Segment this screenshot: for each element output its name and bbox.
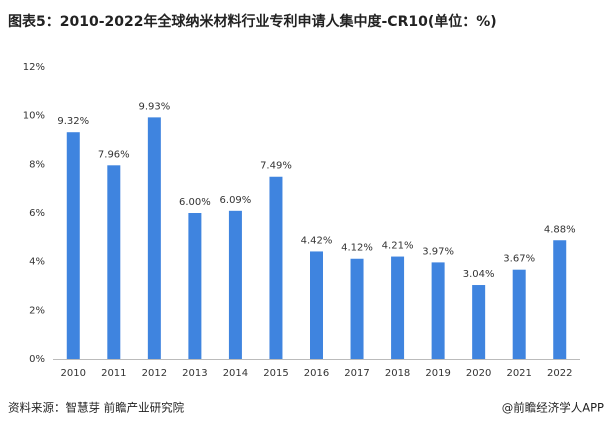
- bar: [107, 165, 121, 359]
- x-tick-label: 2013: [182, 368, 207, 379]
- value-label: 9.93%: [138, 101, 170, 112]
- value-label: 4.21%: [382, 241, 414, 252]
- value-label: 3.67%: [503, 254, 535, 265]
- x-tick-label: 2012: [142, 368, 167, 379]
- x-tick-label: 2016: [304, 368, 329, 379]
- value-label: 4.88%: [544, 224, 576, 235]
- y-tick-label: 4%: [29, 257, 45, 268]
- x-tick-label: 2020: [466, 368, 491, 379]
- value-label: 3.97%: [422, 246, 454, 257]
- bar: [431, 262, 445, 359]
- x-tick-label: 2021: [506, 368, 531, 379]
- bar: [350, 258, 364, 359]
- credit: @前瞻经济学人APP: [502, 401, 604, 415]
- bar: [269, 176, 283, 359]
- y-tick-label: 12%: [23, 62, 45, 73]
- x-tick-label: 2022: [547, 368, 572, 379]
- source: 资料来源：智慧芽 前瞻产业研究院: [8, 401, 185, 415]
- x-tick-label: 2011: [101, 368, 126, 379]
- y-tick-label: 2%: [29, 305, 45, 316]
- y-tick-label: 0%: [29, 354, 45, 365]
- bar: [310, 251, 323, 359]
- bar: [147, 117, 161, 360]
- x-tick-label: 2017: [344, 368, 369, 379]
- value-label: 6.09%: [220, 195, 252, 206]
- value-label: 9.32%: [57, 116, 89, 127]
- bar: [553, 240, 567, 359]
- value-label: 4.42%: [301, 235, 333, 246]
- chart-title: 图表5：2010-2022年全球纳米材料行业专利申请人集中度-CR10(单位：%…: [8, 13, 497, 30]
- bar: [66, 132, 80, 359]
- value-label: 6.00%: [179, 197, 211, 208]
- bar: [228, 210, 242, 359]
- x-tick-label: 2018: [385, 368, 410, 379]
- value-label: 7.96%: [98, 149, 130, 160]
- value-label: 3.04%: [463, 269, 495, 280]
- bar: [391, 256, 405, 359]
- x-tick-label: 2015: [263, 368, 288, 379]
- bar: [472, 285, 486, 359]
- y-tick-label: 8%: [29, 159, 45, 170]
- bar: [188, 213, 202, 359]
- x-tick-label: 2014: [223, 368, 248, 379]
- value-label: 4.12%: [341, 243, 373, 254]
- x-tick-label: 2019: [425, 368, 450, 379]
- bar: [512, 269, 526, 359]
- y-tick-label: 6%: [29, 208, 45, 219]
- value-label: 7.49%: [260, 161, 292, 172]
- y-tick-label: 10%: [23, 111, 45, 122]
- x-tick-label: 2010: [61, 368, 86, 379]
